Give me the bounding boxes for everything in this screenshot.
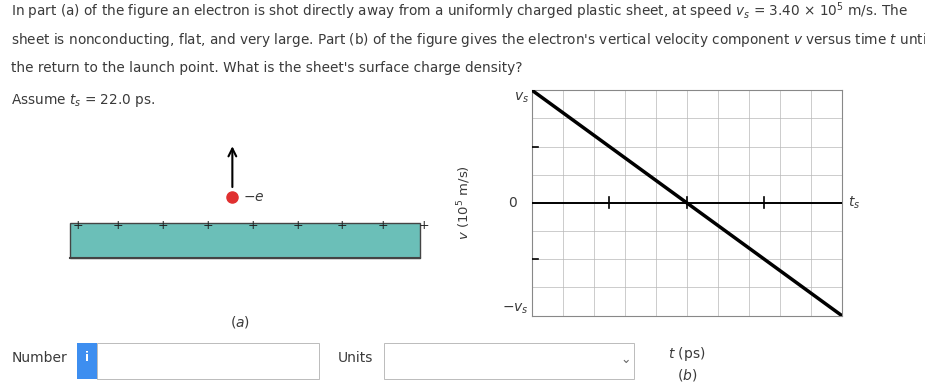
Bar xyxy=(77,343,97,379)
Text: $t_s$: $t_s$ xyxy=(848,195,860,211)
Bar xyxy=(97,343,319,379)
Text: Units: Units xyxy=(338,351,373,365)
Text: +: + xyxy=(337,220,348,232)
Text: +: + xyxy=(72,220,83,232)
Text: $t$ (ps): $t$ (ps) xyxy=(668,345,706,363)
Text: Assume $t_s$ = 22.0 ps.: Assume $t_s$ = 22.0 ps. xyxy=(11,92,155,109)
Text: $-v_s$: $-v_s$ xyxy=(502,301,529,316)
Text: +: + xyxy=(158,220,168,232)
Text: $v$ (10$^5$ m/s): $v$ (10$^5$ m/s) xyxy=(455,165,473,240)
Text: In part (a) of the figure an electron is shot directly away from a uniformly cha: In part (a) of the figure an electron is… xyxy=(11,0,908,22)
Text: +: + xyxy=(203,220,214,232)
Text: +: + xyxy=(418,220,429,232)
Text: $v_s$: $v_s$ xyxy=(513,90,529,105)
Text: +: + xyxy=(377,220,388,232)
Text: i: i xyxy=(85,352,89,365)
Text: sheet is nonconducting, flat, and very large. Part (b) of the figure gives the e: sheet is nonconducting, flat, and very l… xyxy=(11,31,925,49)
Bar xyxy=(384,343,634,379)
Text: +: + xyxy=(113,220,124,232)
Text: Number: Number xyxy=(12,351,68,365)
Text: +: + xyxy=(292,220,302,232)
Text: $(a)$: $(a)$ xyxy=(230,314,251,330)
Text: 0: 0 xyxy=(508,196,516,210)
Bar xyxy=(69,223,420,258)
Text: the return to the launch point. What is the sheet's surface charge density?: the return to the launch point. What is … xyxy=(11,61,523,75)
Text: +: + xyxy=(247,220,258,232)
Text: $(b)$: $(b)$ xyxy=(676,367,697,383)
Text: ⌄: ⌄ xyxy=(620,353,631,366)
Text: $-e$: $-e$ xyxy=(242,191,264,204)
